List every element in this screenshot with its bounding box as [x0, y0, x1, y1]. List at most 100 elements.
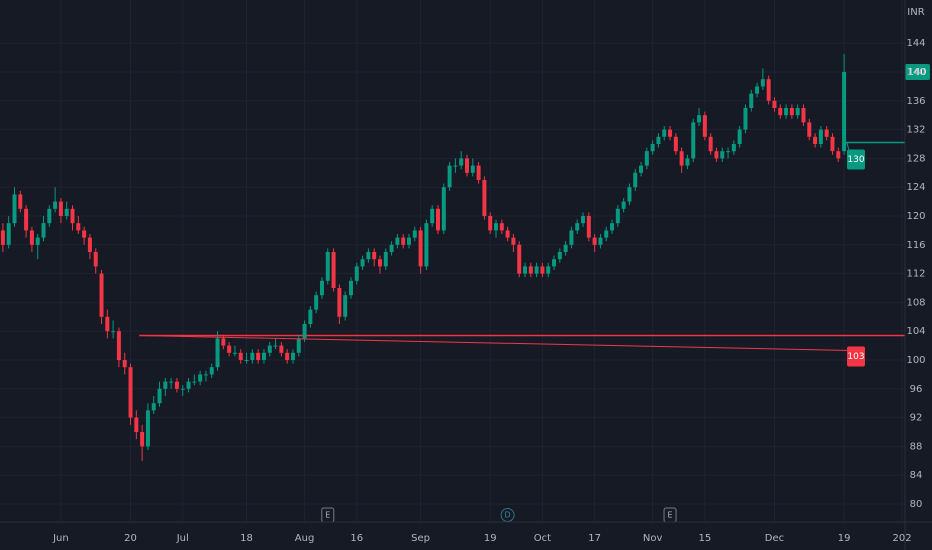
candle-body	[87, 237, 92, 252]
candle-body	[406, 237, 411, 245]
y-tick-label: 104	[906, 326, 925, 337]
x-tick-label: Jul	[176, 533, 189, 544]
candle-body	[766, 79, 771, 101]
candle-body	[348, 280, 353, 296]
candle-body	[470, 165, 475, 173]
level-tag-label: 130	[847, 155, 864, 165]
candle-body	[35, 237, 40, 245]
candle-body	[760, 79, 765, 87]
candle-body	[151, 403, 156, 411]
candle-body	[627, 187, 632, 202]
candle-body	[784, 108, 789, 116]
event-label: E	[668, 511, 673, 520]
candle-body	[789, 108, 794, 116]
candle-body	[720, 151, 725, 159]
candle-body	[702, 115, 707, 137]
candle-body	[633, 172, 638, 188]
y-tick-label: 116	[906, 240, 925, 251]
candle-body	[737, 129, 742, 144]
candle-body	[308, 309, 313, 324]
x-tick-label: Nov	[643, 533, 663, 544]
candle-body	[743, 108, 748, 130]
candle-body	[557, 252, 562, 260]
candle-body	[93, 252, 98, 267]
candle-body	[198, 374, 203, 382]
candle-body	[540, 266, 545, 274]
candle-body	[459, 158, 464, 166]
candle-body	[749, 93, 754, 108]
y-tick-label: 112	[906, 269, 925, 280]
candle-body	[6, 223, 11, 245]
candle-body	[563, 244, 568, 252]
candle-body	[842, 72, 847, 152]
candle-body	[99, 273, 104, 317]
candle-body	[523, 266, 528, 274]
x-tick-label: Sep	[411, 533, 430, 544]
level-connector	[140, 335, 851, 352]
candle-body	[499, 223, 504, 231]
candle-body	[534, 266, 539, 274]
candle-body	[372, 252, 377, 260]
candle-body	[586, 216, 591, 238]
candle-body	[267, 345, 272, 353]
candle-body	[569, 230, 574, 245]
candle-body	[389, 244, 394, 252]
y-tick-label: 88	[910, 441, 923, 452]
candle-body	[64, 208, 69, 216]
candle-body	[818, 129, 823, 144]
candle-body	[435, 208, 440, 231]
candle-body	[221, 338, 226, 346]
candle-body	[256, 352, 261, 360]
candle-body	[47, 208, 52, 224]
candle-body	[494, 223, 499, 231]
candle-body	[656, 136, 661, 144]
candle-body	[552, 259, 557, 267]
candle-body	[685, 158, 690, 166]
candle-body	[697, 115, 702, 123]
candle-body	[377, 259, 382, 267]
candle-body	[488, 216, 493, 231]
candle-body	[314, 295, 319, 310]
candle-body	[232, 352, 237, 354]
candle-body	[453, 165, 458, 167]
event-label: E	[325, 511, 330, 520]
candle-body	[134, 417, 139, 432]
x-tick-label: Dec	[765, 533, 784, 544]
candle-body	[621, 201, 626, 209]
candle-body	[482, 180, 487, 216]
candle-body	[830, 136, 835, 152]
candle-body	[18, 194, 23, 209]
candle-body	[615, 208, 620, 224]
x-tick-label: 16	[350, 533, 363, 544]
candle-body	[331, 252, 336, 288]
candle-body	[441, 187, 446, 231]
candle-body	[824, 129, 829, 137]
event-label: D	[505, 511, 511, 520]
y-tick-label: 120	[906, 211, 925, 222]
candle-body	[644, 151, 649, 166]
level-tag	[847, 149, 865, 170]
candle-body	[0, 230, 5, 245]
candle-body	[575, 223, 580, 231]
candle-body	[261, 352, 266, 360]
y-tick-label: 100	[906, 355, 925, 366]
candle-body	[598, 237, 603, 245]
last-price-label: 140	[907, 67, 926, 78]
candle-body	[325, 252, 330, 281]
candle-body	[203, 374, 208, 376]
x-tick-label: 20	[124, 533, 137, 544]
candle-body	[29, 230, 34, 245]
candle-body	[679, 151, 684, 166]
x-tick-label: 18	[240, 533, 253, 544]
candle-body	[76, 223, 81, 231]
candle-body	[424, 223, 429, 267]
y-tick-label: 144	[906, 38, 925, 49]
y-tick-label: 84	[910, 470, 923, 481]
candle-body	[662, 129, 667, 137]
candle-body	[517, 244, 522, 274]
candle-body	[244, 360, 249, 361]
y-axis-label: INR	[907, 7, 924, 18]
candle-body	[111, 331, 116, 333]
y-tick-label: 140	[906, 67, 925, 78]
x-tick-label: 19	[838, 533, 851, 544]
